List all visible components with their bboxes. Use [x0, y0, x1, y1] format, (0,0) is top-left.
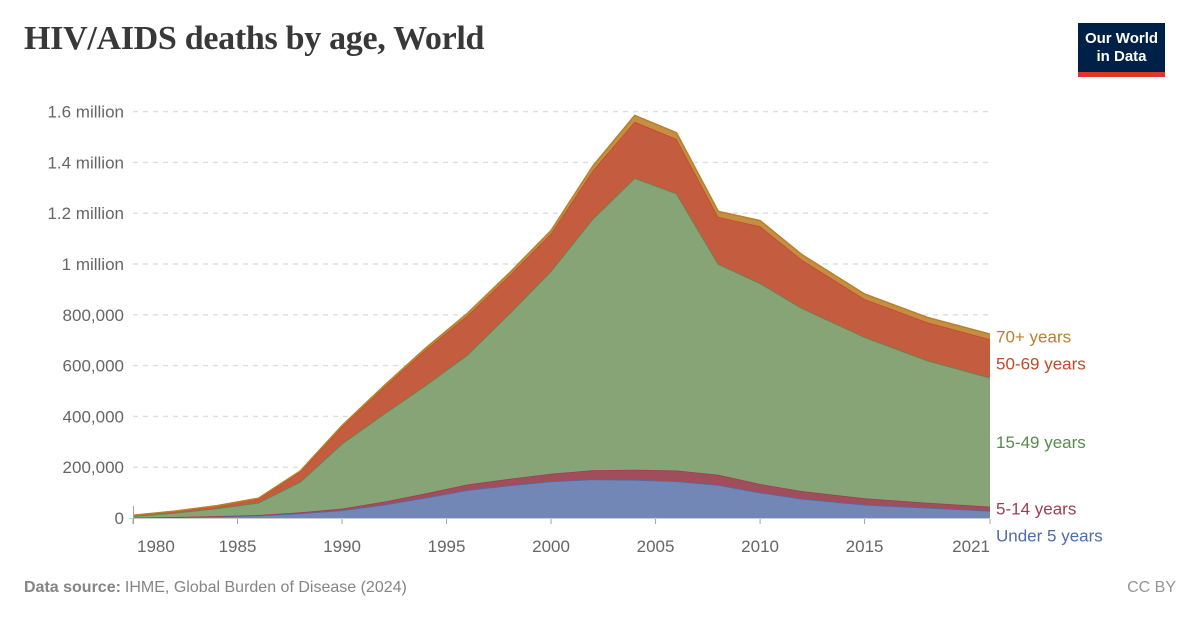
x-axis-label: 2000 — [532, 537, 570, 556]
x-axis-label: 2021 — [952, 537, 990, 556]
area-under-5-years[interactable] — [133, 479, 990, 518]
x-axis-label: 1995 — [428, 537, 466, 556]
owid-logo-line1: Our World — [1084, 30, 1159, 47]
y-axis-label: 1.2 million — [47, 204, 124, 223]
x-axis-label: 1985 — [219, 537, 257, 556]
legend-label-50-69-years[interactable]: 50-69 years — [996, 355, 1086, 374]
y-axis-label: 0 — [115, 509, 124, 528]
y-axis-label: 800,000 — [63, 306, 124, 325]
data-source: Data source: IHME, Global Burden of Disea… — [24, 579, 407, 597]
x-axis-label: 1980 — [137, 537, 175, 556]
y-axis-label: 200,000 — [63, 458, 124, 477]
y-axis-label: 1.6 million — [47, 103, 124, 122]
y-axis-label: 1 million — [62, 255, 124, 274]
line-70-years — [132, 114, 991, 517]
owid-logo[interactable]: Our World in Data — [1078, 23, 1165, 77]
page-title: HIV/AIDS deaths by age, World — [24, 20, 485, 57]
data-source-text: IHME, Global Burden of Disease (2024) — [124, 579, 407, 596]
y-axis-label: 400,000 — [63, 407, 124, 426]
legend-label-70-years[interactable]: 70+ years — [996, 328, 1071, 347]
x-axis-label: 2010 — [741, 537, 779, 556]
legend-label-5-14-years[interactable]: 5-14 years — [996, 500, 1076, 519]
y-axis-label: 1.4 million — [47, 153, 124, 172]
legend-label-under-5-years[interactable]: Under 5 years — [996, 527, 1103, 546]
data-source-label: Data source: — [24, 579, 121, 596]
license-badge[interactable]: CC BY — [1127, 579, 1176, 596]
x-axis-label: 2015 — [846, 537, 884, 556]
y-axis-label: 600,000 — [63, 357, 124, 376]
area-15-49-years[interactable] — [133, 178, 990, 518]
legend-label-15-49-years[interactable]: 15-49 years — [996, 433, 1086, 452]
owid-logo-line2: in Data — [1096, 48, 1147, 65]
chart-footer: Data source: IHME, Global Burden of Disea… — [24, 579, 1176, 597]
x-axis-label: 2005 — [637, 537, 675, 556]
x-axis-label: 1990 — [323, 537, 361, 556]
